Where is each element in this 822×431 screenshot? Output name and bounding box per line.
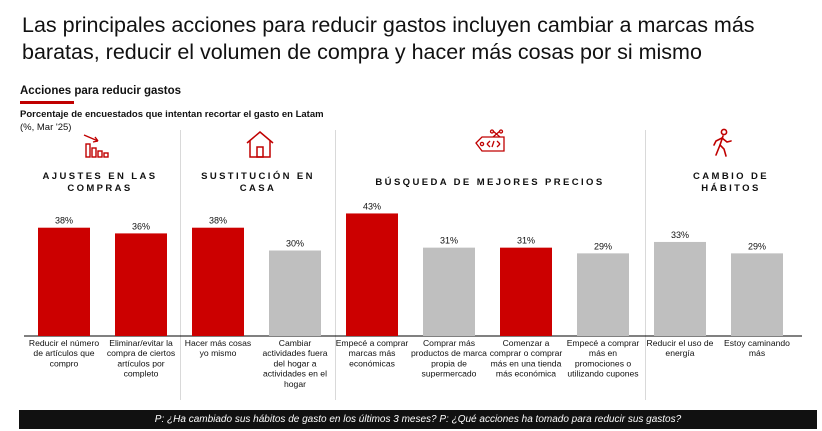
group-title-ajustes: AJUSTES EN LAS COMPRAS <box>42 171 158 194</box>
data-label: 30% <box>286 239 304 249</box>
data-label: 33% <box>671 230 689 240</box>
headline: Las principales acciones para reducir ga… <box>22 13 755 64</box>
category-label: Eliminar/evitar la compra de ciertos artíc… <box>107 338 175 379</box>
declining-bars-icon <box>83 134 109 158</box>
group-title-cambio: CAMBIO DE HÁBITOS <box>693 171 769 194</box>
data-label: 38% <box>55 216 73 226</box>
group-title-sustitucion: SUSTITUCIÓN EN CASA <box>201 171 315 194</box>
bar <box>38 227 90 336</box>
section-title: Acciones para reducir gastos <box>20 85 182 97</box>
bar <box>423 247 475 336</box>
group-title-busqueda: BÚSQUEDA DE MEJORES PRECIOS <box>375 177 605 188</box>
bar <box>731 253 783 336</box>
category-label: Reducir el número de artículos que compro <box>29 338 99 368</box>
data-label: 36% <box>132 221 150 231</box>
group-separator <box>645 130 646 400</box>
data-label: 43% <box>363 201 381 211</box>
section-title-underline <box>20 101 74 104</box>
category-label: Hacer más cosas yo mismo <box>185 338 251 358</box>
category-label: Empecé a comprar marcas más económicas <box>336 338 409 368</box>
footer-question-bar: P: ¿Ha cambiado sus hábitos de gasto en … <box>19 410 817 429</box>
data-label: 31% <box>440 236 458 246</box>
bar <box>192 227 244 336</box>
bar <box>500 247 552 336</box>
category-label: Comprar más productos de marca propia de su… <box>411 338 487 379</box>
bar <box>577 253 629 336</box>
walking-person-icon <box>713 128 732 157</box>
category-label: Estoy caminando más <box>724 338 790 358</box>
category-label: Empecé a comprar más en promociones o utili… <box>567 338 640 379</box>
bar <box>346 213 398 336</box>
price-tag-scissors-icon <box>475 129 505 152</box>
data-label: 29% <box>594 241 612 251</box>
data-label: 38% <box>209 216 227 226</box>
group-separator <box>180 130 181 400</box>
data-label: 31% <box>517 236 535 246</box>
bar <box>269 250 321 336</box>
unit-label: (%, Mar '25) <box>20 122 72 133</box>
category-label: Reducir el uso de energía <box>647 338 714 358</box>
category-label: Comenzar a comprar o comprar más en una ti… <box>490 338 563 379</box>
group-separator <box>335 130 336 400</box>
house-icon <box>246 131 274 158</box>
bar <box>115 233 167 336</box>
bar-chart: 38% Reducir el número de artículos que comp… <box>24 201 802 389</box>
data-label: 29% <box>748 241 766 251</box>
chart-subtitle: Porcentaje de encuestados que intentan r… <box>20 109 324 120</box>
bar <box>654 241 706 336</box>
category-label: Cambiar actividades fuera del hogar a activ… <box>263 338 328 389</box>
